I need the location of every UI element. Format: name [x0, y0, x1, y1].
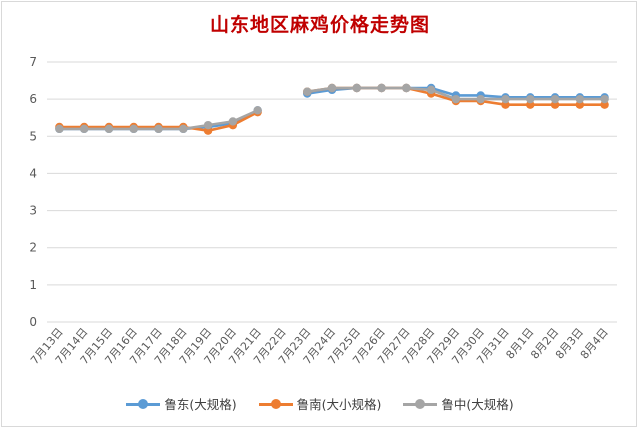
legend-swatch-1	[258, 398, 293, 409]
series-line-1	[59, 86, 605, 132]
data-point-s2-19	[526, 94, 535, 104]
legend-item-series-2: 鲁中(大规格)	[403, 394, 514, 413]
legend-label-1: 鲁南(大小规格)	[296, 397, 382, 412]
legend-swatch-2	[403, 398, 438, 409]
data-point-s2-12	[352, 83, 361, 93]
data-point-s2-18	[501, 94, 510, 104]
y-tick-label-7: 7	[29, 55, 37, 69]
data-point-s2-5	[179, 124, 188, 134]
series-line-2	[59, 86, 605, 131]
data-point-s2-8	[253, 106, 262, 115]
y-tick-label-0: 0	[29, 315, 37, 329]
data-point-s2-13	[377, 83, 386, 93]
data-point-s2-6	[203, 120, 213, 130]
data-point-s2-3	[129, 124, 138, 134]
data-point-s2-1	[79, 124, 89, 134]
data-point-s2-11	[327, 83, 337, 93]
legend-label-2: 鲁中(大规格)	[441, 397, 514, 412]
series-line-0	[59, 86, 605, 131]
data-point-s2-14	[402, 83, 411, 93]
y-tick-label-5: 5	[29, 129, 37, 143]
y-tick-label-2: 2	[29, 241, 37, 255]
data-point-s2-0	[55, 124, 64, 134]
y-tick-label-6: 6	[29, 92, 37, 106]
legend-swatch-0	[126, 398, 161, 409]
x-tick-label-22: 8月4日	[578, 326, 611, 362]
data-point-s2-21	[575, 94, 585, 104]
chart-title: 山东地区麻鸡价格走势图	[209, 14, 430, 36]
data-point-s2-17	[476, 94, 485, 104]
y-tick-label-1: 1	[29, 278, 37, 292]
y-tick-label-3: 3	[29, 204, 37, 218]
y-tick-label-4: 4	[29, 166, 37, 180]
legend-item-series-1: 鲁南(大小规格)	[258, 394, 382, 413]
data-point-s2-20	[550, 94, 560, 104]
data-point-s2-15	[426, 85, 436, 95]
data-point-s2-10	[303, 87, 312, 96]
legend: 鲁东(大规格) 鲁南(大小规格) 鲁中(大规格)	[0, 394, 640, 413]
data-point-s2-7	[228, 117, 238, 126]
data-point-s2-2	[104, 124, 114, 134]
data-point-s2-16	[451, 94, 461, 104]
legend-item-series-0: 鲁东(大规格)	[126, 394, 237, 413]
data-point-s2-22	[600, 94, 609, 104]
data-point-s2-4	[154, 124, 163, 134]
legend-label-0: 鲁东(大规格)	[164, 397, 237, 412]
